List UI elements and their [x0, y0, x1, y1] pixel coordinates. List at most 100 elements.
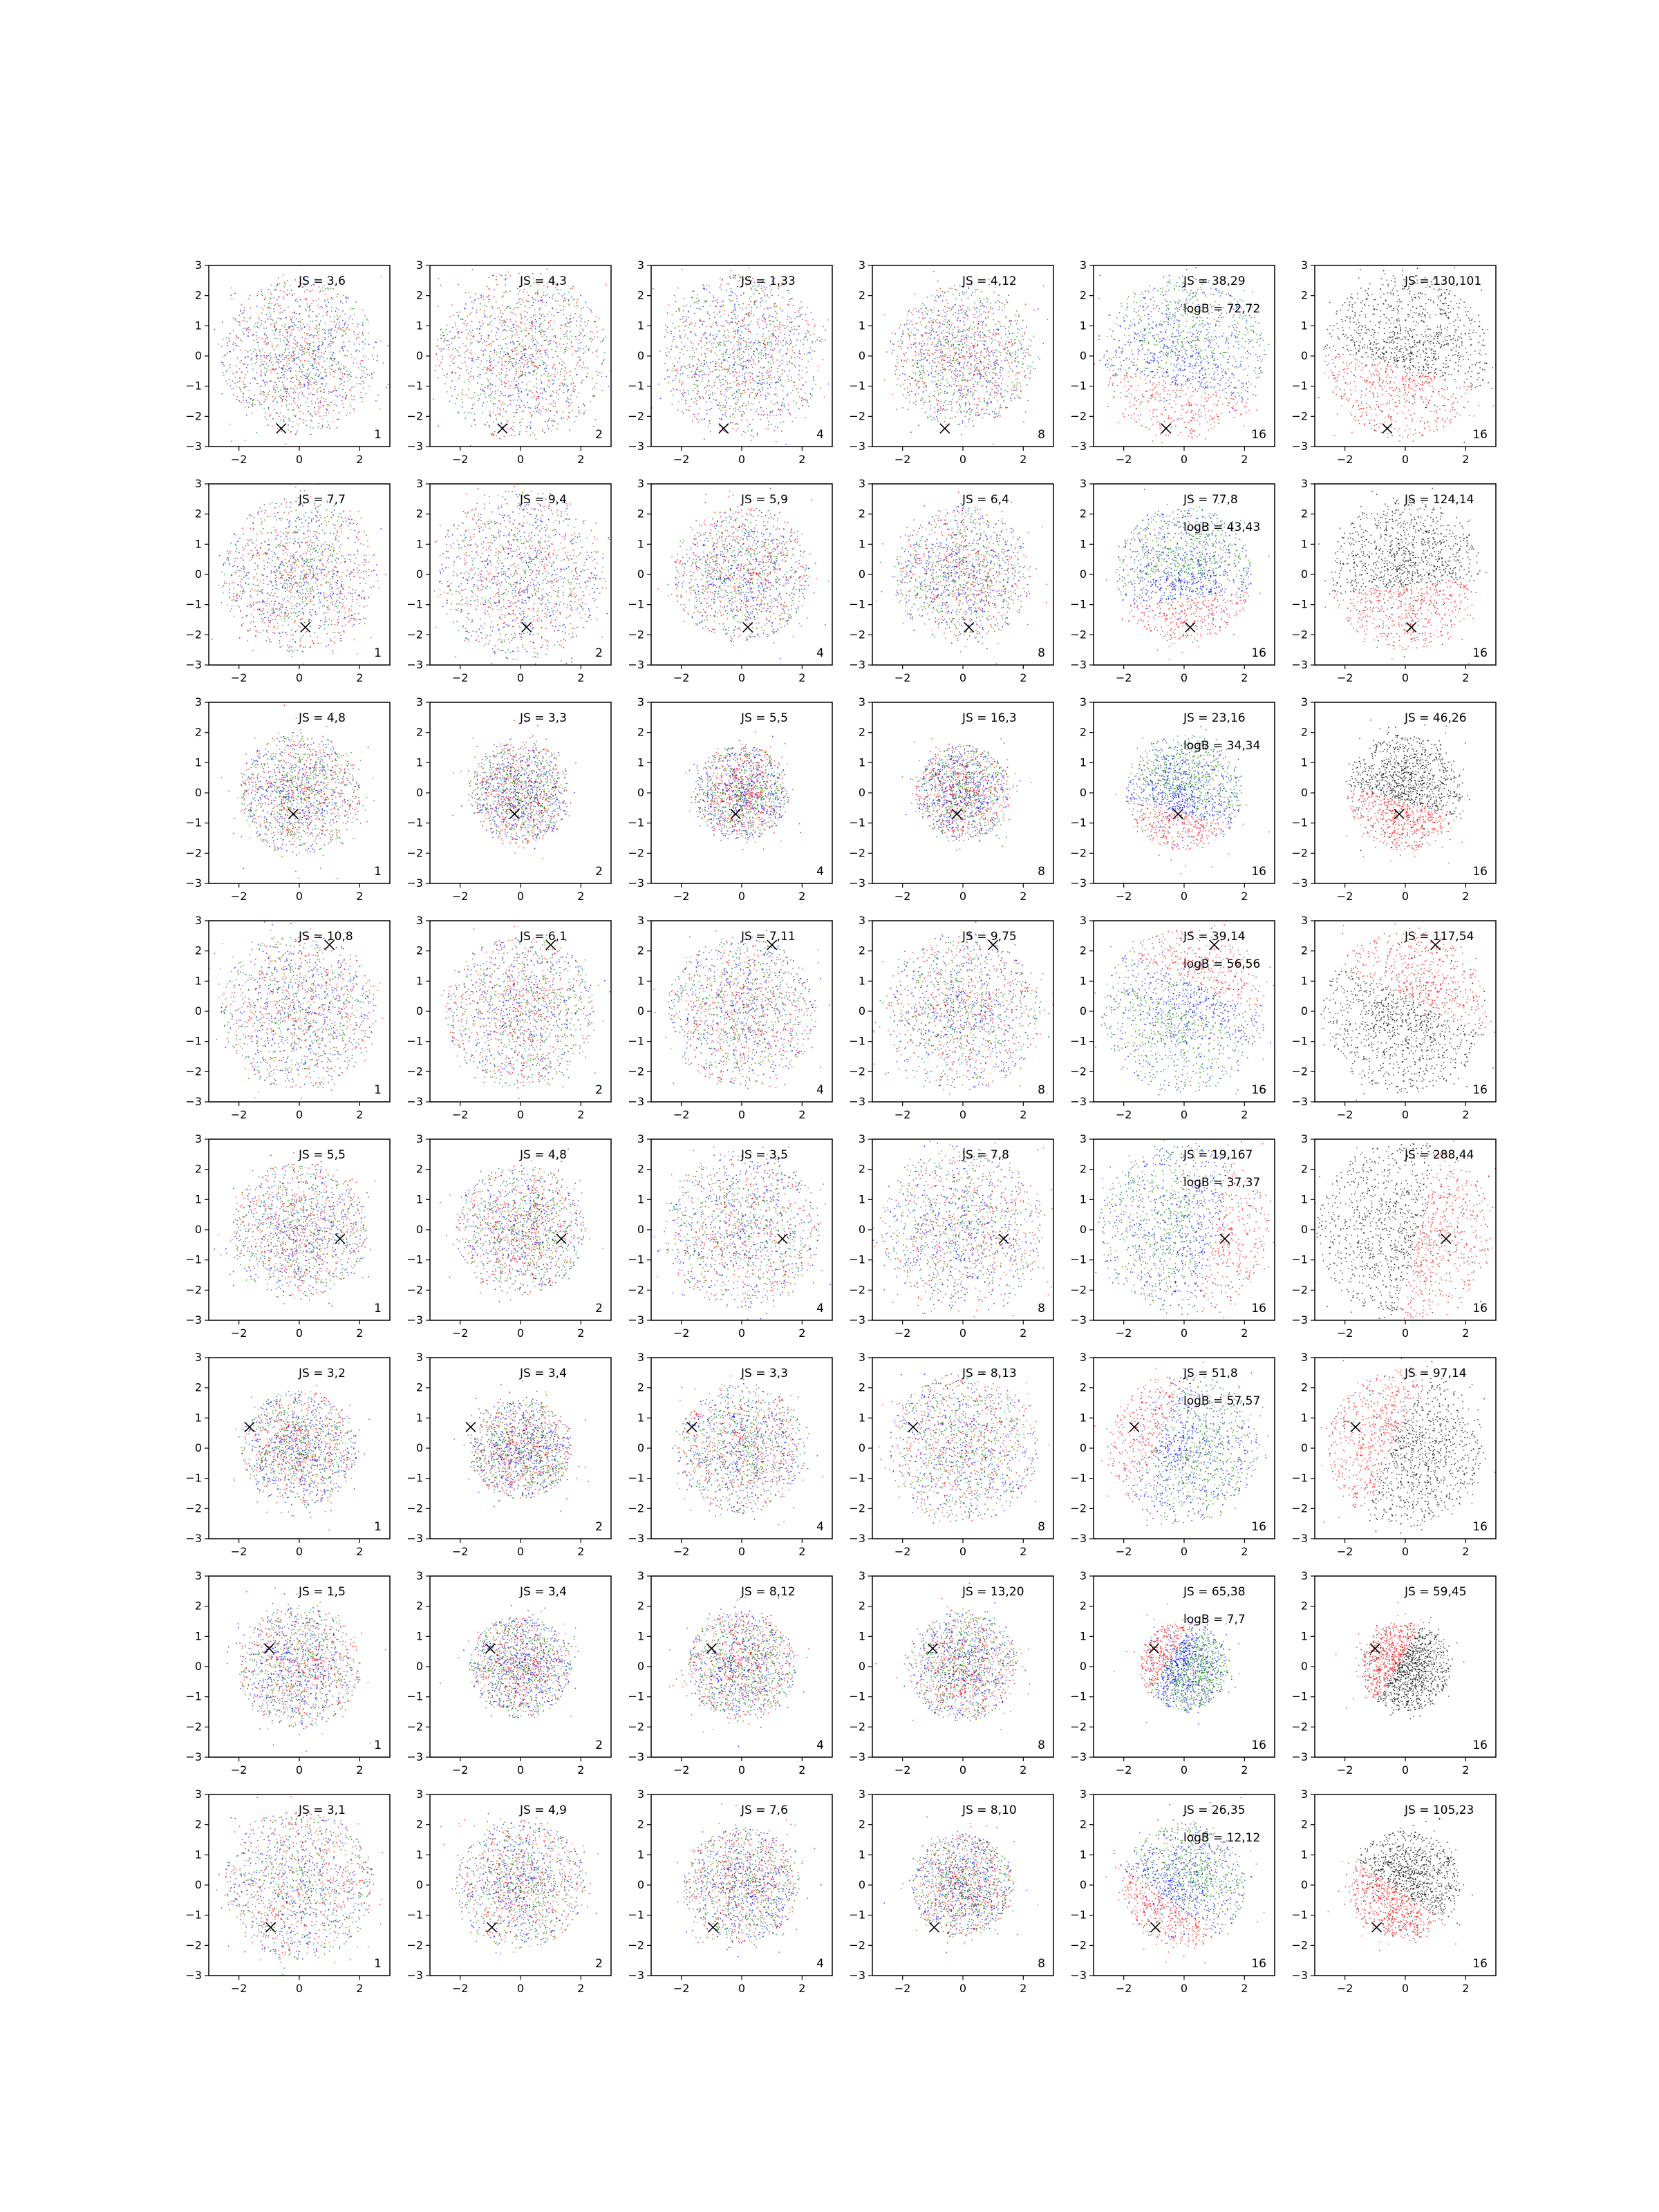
scatter-point — [352, 308, 353, 309]
scatter-point — [339, 351, 341, 353]
scatter-point — [765, 357, 767, 359]
scatter-point — [291, 294, 292, 296]
scatter-point — [770, 375, 771, 376]
scatter-point — [458, 351, 459, 353]
scatter-point — [337, 317, 338, 318]
scatter-point — [688, 317, 690, 318]
scatter-point — [496, 276, 498, 277]
scatter-point — [915, 351, 916, 353]
scatter-point — [744, 432, 746, 433]
scatter-point — [319, 335, 320, 336]
scatter-point — [673, 336, 675, 337]
y-tick-label: −3 — [628, 440, 644, 453]
scatter-point — [700, 309, 702, 310]
scatter-point — [332, 288, 334, 290]
scatter-point — [285, 338, 287, 339]
scatter-point — [339, 317, 340, 319]
scatter-point — [927, 339, 928, 340]
scatter-point — [953, 373, 955, 374]
scatter-point — [455, 403, 456, 404]
scatter-point — [720, 382, 721, 384]
scatter-point — [936, 290, 937, 291]
scatter-point — [496, 419, 497, 420]
scatter-point — [783, 398, 785, 400]
scatter-point — [297, 342, 298, 344]
scatter-point — [722, 279, 723, 281]
scatter-point — [1011, 339, 1012, 340]
scatter-point — [278, 391, 279, 393]
scatter-point — [903, 334, 904, 335]
scatter-point — [473, 375, 474, 377]
scatter-point — [235, 377, 236, 378]
scatter-point — [809, 353, 811, 354]
scatter-point — [319, 387, 321, 388]
scatter-point — [521, 388, 522, 389]
scatter-point — [688, 312, 689, 313]
scatter-point — [554, 321, 555, 322]
scatter-point — [516, 381, 517, 382]
scatter-point — [568, 306, 570, 307]
scatter-point — [535, 359, 536, 360]
scatter-point — [765, 395, 766, 396]
scatter-point — [521, 317, 523, 319]
scatter-point — [743, 321, 744, 322]
scatter-point — [995, 413, 997, 415]
scatter-point — [722, 369, 723, 371]
scatter-point — [682, 318, 684, 319]
scatter-point — [471, 368, 472, 369]
scatter-point — [543, 408, 544, 409]
scatter-point — [808, 324, 809, 326]
scatter-point — [715, 300, 717, 301]
scatter-point — [362, 360, 364, 362]
scatter-point — [287, 366, 288, 367]
scatter-point — [698, 301, 700, 302]
scatter-point — [939, 337, 940, 338]
scatter-point — [809, 347, 811, 348]
scatter-point — [930, 332, 932, 333]
scatter-point — [688, 327, 689, 328]
scatter-point — [787, 326, 789, 327]
scatter-point — [739, 348, 740, 349]
scatter-point — [960, 306, 962, 308]
scatter-point — [771, 411, 773, 413]
scatter-point — [776, 306, 777, 307]
scatter-point — [957, 335, 958, 337]
scatter-point — [777, 368, 778, 369]
scatter-point — [534, 309, 536, 310]
scatter-point — [894, 333, 896, 335]
scatter-point — [263, 355, 265, 357]
scatter-point — [758, 324, 759, 326]
scatter-point — [706, 326, 707, 327]
scatter-point — [782, 310, 783, 312]
scatter-point — [592, 388, 594, 390]
scatter-point — [749, 373, 750, 374]
scatter-point — [470, 297, 471, 298]
scatter-point — [300, 322, 301, 324]
scatter-point — [334, 372, 335, 373]
scatter-point — [484, 340, 485, 341]
scatter-point — [509, 306, 510, 308]
scatter-point — [491, 393, 493, 395]
scatter-point — [298, 384, 299, 386]
scatter-point — [312, 321, 313, 322]
scatter-point — [279, 366, 280, 368]
scatter-point — [437, 359, 438, 361]
scatter-point — [980, 382, 981, 383]
scatter-point — [749, 394, 750, 395]
scatter-point — [768, 424, 769, 426]
scatter-point — [702, 321, 704, 322]
scatter-point — [770, 386, 771, 388]
scatter-point — [239, 381, 241, 382]
scatter-point — [339, 367, 340, 368]
scatter-point — [667, 312, 668, 314]
scatter-point — [488, 380, 489, 382]
scatter-point — [487, 422, 488, 423]
scatter-point — [328, 329, 330, 330]
scatter-point — [306, 352, 308, 353]
scatter-point — [1018, 361, 1019, 362]
scatter-point — [747, 427, 749, 428]
scatter-point — [735, 333, 736, 335]
scatter-point — [558, 312, 559, 313]
scatter-point — [668, 382, 669, 384]
scatter-point — [480, 309, 481, 310]
